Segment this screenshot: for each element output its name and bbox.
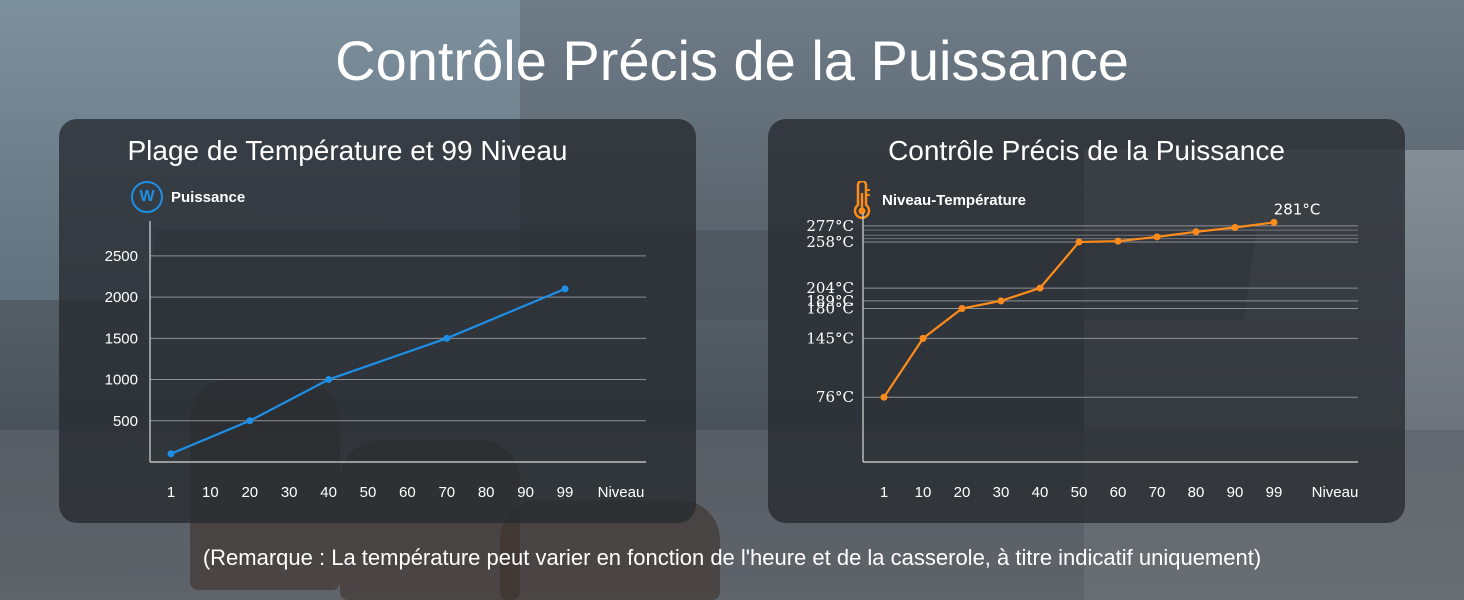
power-chart-panel: Plage de Température et 99 Niveau W Puis… bbox=[59, 119, 696, 523]
temperature-x-tick-label: 1 bbox=[880, 484, 888, 501]
power-x-tick-label: 99 bbox=[557, 484, 574, 501]
power-data-point bbox=[561, 285, 569, 293]
power-y-tick-label: 500 bbox=[113, 413, 138, 430]
temperature-data-point bbox=[1075, 238, 1083, 246]
temperature-y-tick-label: 277°C bbox=[806, 217, 854, 235]
power-series-line bbox=[170, 287, 566, 455]
temperature-y-tick-label: 204°C bbox=[806, 279, 854, 297]
temperature-data-point bbox=[880, 393, 888, 401]
thermometer-icon bbox=[853, 181, 871, 219]
temperature-y-tick-label: 145°C bbox=[806, 329, 854, 347]
temperature-x-tick-label: 90 bbox=[1227, 484, 1244, 501]
temperature-data-point bbox=[997, 297, 1005, 305]
temperature-y-tick-label: 76°C bbox=[816, 388, 854, 406]
temperature-data-point bbox=[1231, 224, 1239, 232]
temperature-chart-title: Contrôle Précis de la Puissance bbox=[888, 135, 1285, 166]
temperature-x-tick-label: 30 bbox=[993, 484, 1010, 501]
power-y-tick-label: 1500 bbox=[105, 330, 138, 347]
power-data-point bbox=[443, 334, 451, 342]
temperature-data-point bbox=[919, 334, 927, 342]
power-w-icon: W bbox=[131, 181, 163, 213]
temperature-y-tick-label: 180°C bbox=[806, 300, 854, 318]
power-data-point bbox=[167, 450, 175, 458]
power-y-tick-label: 2500 bbox=[105, 248, 138, 265]
power-x-tick-label: 1 bbox=[167, 484, 175, 501]
temperature-series-line bbox=[883, 221, 1275, 398]
temperature-data-point bbox=[1153, 233, 1161, 241]
page-title: Contrôle Précis de la Puissance bbox=[335, 29, 1129, 92]
temperature-data-point bbox=[958, 305, 966, 313]
power-y-tick-label: 2000 bbox=[105, 289, 138, 306]
power-data-point bbox=[325, 376, 333, 384]
power-x-tick-label: 10 bbox=[202, 484, 219, 501]
temperature-data-point bbox=[1036, 284, 1044, 292]
power-y-tick-label: 1000 bbox=[105, 372, 138, 389]
temperature-x-tick-label: 70 bbox=[1149, 484, 1166, 501]
power-x-tick-label: 20 bbox=[241, 484, 258, 501]
temperature-x-axis-label: Niveau bbox=[1312, 484, 1359, 501]
power-data-point bbox=[246, 417, 254, 425]
temperature-y-tick-label: 258°C bbox=[806, 233, 854, 251]
power-x-tick-label: 70 bbox=[438, 484, 455, 501]
temperature-x-tick-label: 50 bbox=[1071, 484, 1088, 501]
power-chart-legend: W Puissance bbox=[131, 181, 245, 213]
power-x-tick-label: 90 bbox=[517, 484, 534, 501]
power-x-tick-label: 60 bbox=[399, 484, 416, 501]
temperature-x-tick-label: 10 bbox=[915, 484, 932, 501]
temperature-data-label: 281°C bbox=[1274, 200, 1321, 218]
temperature-data-point bbox=[1192, 228, 1200, 236]
temperature-x-tick-label: 60 bbox=[1110, 484, 1127, 501]
temperature-x-tick-label: 80 bbox=[1188, 484, 1205, 501]
footnote-remark: (Remarque : La température peut varier e… bbox=[202, 545, 1262, 570]
temperature-data-point bbox=[1270, 218, 1278, 226]
power-chart-title: Plage de Température et 99 Niveau bbox=[127, 135, 568, 166]
temperature-x-tick-label: 20 bbox=[954, 484, 971, 501]
power-x-tick-label: 50 bbox=[360, 484, 377, 501]
temperature-y-tick-label: 189°C bbox=[806, 292, 854, 310]
temperature-legend-label: Niveau-Température bbox=[882, 191, 1026, 209]
power-x-tick-label: 80 bbox=[478, 484, 495, 501]
power-legend-label: Puissance bbox=[171, 188, 246, 206]
temperature-x-tick-label: 40 bbox=[1032, 484, 1049, 501]
power-chart: 500 1000 1500 2000 2500 1 10 20 30 40 50 60 70 80 90 99… bbox=[105, 221, 646, 501]
power-x-tick-label: 30 bbox=[281, 484, 298, 501]
temperature-chart-legend: Niveau-Température bbox=[850, 181, 1026, 219]
power-x-tick-label: 40 bbox=[320, 484, 337, 501]
temperature-chart-panel: Contrôle Précis de la Puissance Niveau-T… bbox=[768, 119, 1405, 523]
power-x-axis-label: Niveau bbox=[598, 484, 645, 501]
temperature-x-tick-label: 99 bbox=[1266, 484, 1283, 501]
temperature-data-point bbox=[1114, 237, 1122, 245]
